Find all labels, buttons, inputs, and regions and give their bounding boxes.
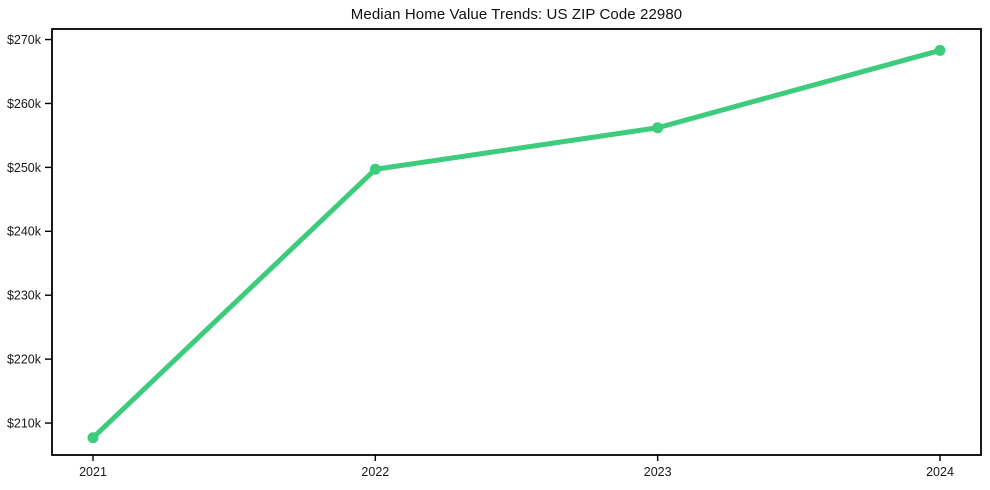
y-tick-label: $260k — [7, 97, 42, 111]
y-tick-label: $220k — [7, 353, 42, 367]
chart-title: Median Home Value Trends: US ZIP Code 22… — [350, 6, 683, 23]
y-tick-label: $240k — [7, 225, 42, 239]
y-tick-label: $210k — [7, 416, 42, 430]
data-point-2024 — [934, 44, 946, 56]
y-tick-label: $230k — [7, 289, 42, 303]
data-point-2023 — [652, 122, 664, 134]
y-tick-label: $270k — [7, 33, 42, 47]
y-tick-label: $250k — [7, 161, 42, 175]
x-tick-label: 2021 — [79, 465, 107, 479]
data-point-2022 — [369, 163, 381, 175]
x-tick-label: 2022 — [361, 465, 389, 479]
x-tick-label: 2023 — [644, 465, 672, 479]
plot-border — [51, 28, 982, 456]
x-tick-label: 2024 — [926, 465, 954, 479]
trend-line — [90, 47, 943, 441]
data-point-2021 — [87, 432, 99, 444]
